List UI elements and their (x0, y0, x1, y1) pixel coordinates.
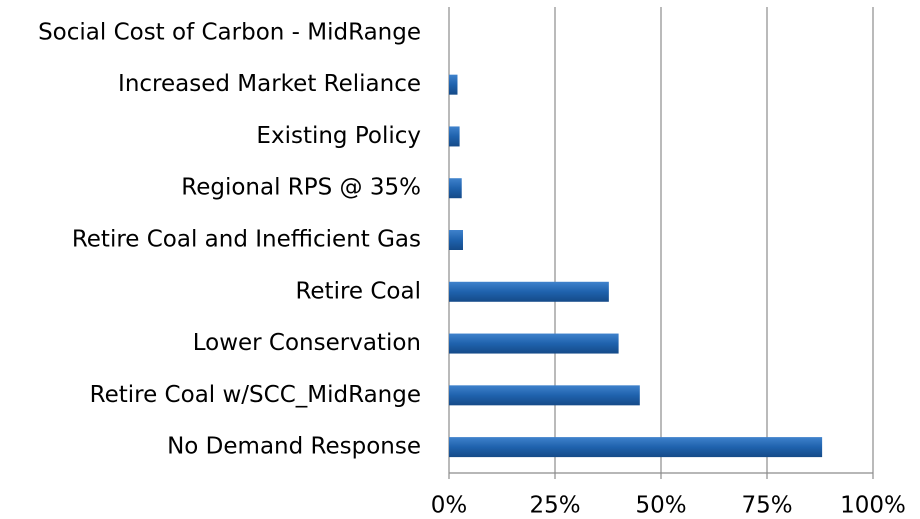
y-tick-label: Lower Conservation (193, 330, 421, 356)
x-tick-label: 75% (741, 493, 792, 519)
x-tick-label: 25% (529, 493, 580, 519)
bar (449, 126, 460, 147)
bar (449, 74, 458, 95)
x-tick-label: 0% (431, 493, 468, 519)
y-tick-label: Retire Coal (295, 278, 421, 304)
bar (449, 333, 619, 354)
y-tick-label: Regional RPS @ 35% (181, 175, 421, 201)
bar (449, 230, 463, 250)
bar (449, 385, 640, 406)
bar (449, 437, 823, 458)
x-tick-label: 100% (840, 493, 906, 519)
x-tick-label: 50% (635, 493, 686, 519)
bar (449, 178, 462, 199)
y-tick-label: Social Cost of Carbon - MidRange (38, 19, 421, 45)
y-tick-label: Retire Coal and Inefficient Gas (72, 227, 421, 253)
y-tick-label: Retire Coal w/SCC_MidRange (90, 382, 421, 408)
y-tick-label: Existing Policy (256, 123, 421, 149)
bar (449, 281, 609, 302)
y-tick-label: Increased Market Reliance (118, 71, 421, 97)
y-tick-label: No Demand Response (167, 434, 421, 460)
